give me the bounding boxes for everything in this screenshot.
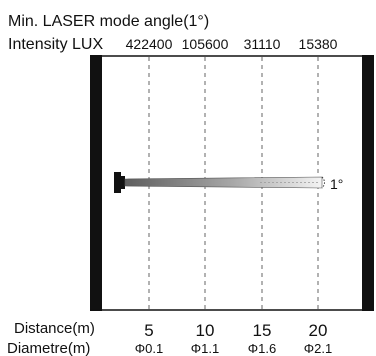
diameter-15m: Φ1.6	[248, 341, 276, 356]
distance-label: Distance(m)	[14, 320, 95, 337]
light-source-icon	[114, 172, 125, 193]
diameter-10m: Φ1.1	[191, 341, 219, 356]
frame-left-bar	[90, 55, 102, 311]
beam-angle-label: 1°	[330, 176, 343, 192]
distance-5m: 5	[144, 321, 153, 340]
diagram-title: Min. LASER mode angle(1°)	[8, 13, 209, 30]
intensity-value-10m: 105600	[182, 36, 229, 52]
distance-20m: 20	[309, 321, 328, 340]
intensity-value-20m: 15380	[299, 36, 338, 52]
diameter-label: Diametre(m)	[7, 340, 90, 356]
distance-15m: 15	[253, 321, 272, 340]
beam-angle-arc	[321, 176, 325, 189]
intensity-value-15m: 31110	[244, 36, 281, 52]
intensity-label: Intensity LUX	[8, 36, 103, 53]
diameter-5m: Φ0.1	[135, 341, 163, 356]
intensity-value-5m: 422400	[126, 36, 173, 52]
diameter-20m: Φ2.1	[304, 341, 332, 356]
frame-right-bar	[362, 55, 374, 311]
distance-10m: 10	[196, 321, 215, 340]
